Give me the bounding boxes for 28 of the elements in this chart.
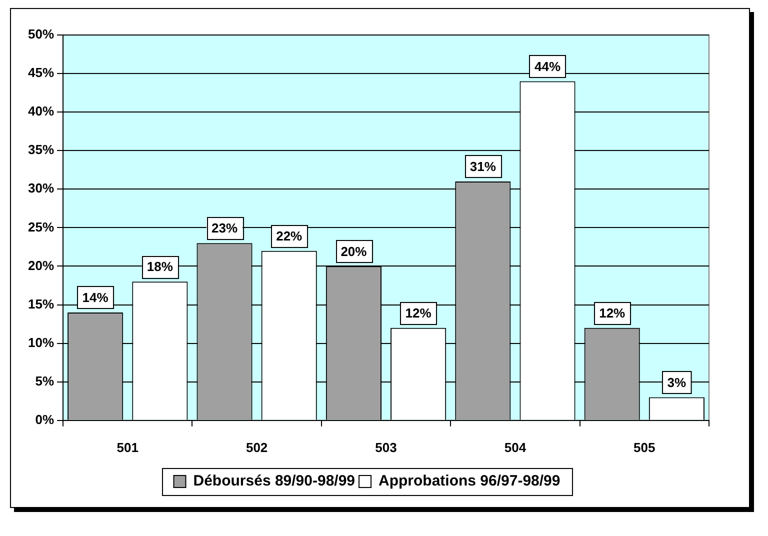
y-tick-label: 35%: [28, 142, 54, 158]
y-tick-label: 25%: [28, 219, 54, 234]
y-tick-label: 20%: [28, 258, 54, 273]
y-tick-label: 0%: [35, 412, 54, 427]
legend-label: Approbations 96/97-98/99: [378, 472, 560, 490]
x-tick-label: 503: [375, 440, 397, 455]
data-label: 12%: [599, 305, 626, 320]
y-tick-label: 15%: [28, 296, 54, 312]
data-label: 31%: [470, 159, 496, 174]
x-tick-label: 504: [504, 440, 527, 455]
data-label: 20%: [340, 244, 368, 259]
y-tick-label: 45%: [28, 65, 54, 80]
data-label: 3%: [667, 374, 687, 390]
x-tick-label: 505: [634, 440, 656, 455]
data-label: 18%: [146, 259, 174, 274]
y-tick-label: 5%: [35, 373, 54, 388]
y-tick-label: 10%: [28, 334, 54, 350]
legend-label: Déboursés 89/90-98/99: [193, 472, 356, 490]
data-label: 44%: [534, 58, 561, 74]
y-tick-label: 50%: [28, 26, 54, 42]
data-label: 12%: [405, 305, 432, 320]
y-tick-label: 40%: [28, 104, 54, 119]
data-label: 23%: [212, 220, 238, 236]
data-label: 22%: [276, 228, 303, 244]
x-tick-label: 501: [116, 440, 138, 455]
x-tick-label: 502: [246, 440, 268, 455]
data-label: 14%: [82, 290, 109, 306]
y-tick-label: 30%: [28, 180, 54, 196]
